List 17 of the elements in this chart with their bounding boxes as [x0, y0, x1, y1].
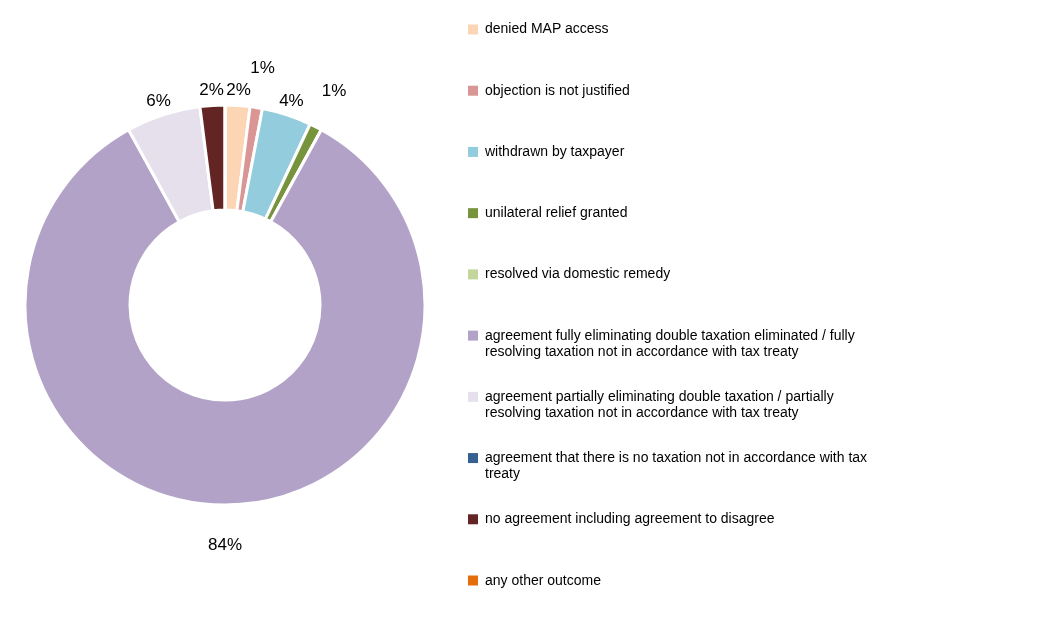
legend-label: unilateral relief granted — [485, 204, 628, 221]
data-label: 84% — [207, 535, 243, 554]
data-label: 1% — [321, 81, 347, 101]
legend-label: agreement fully eliminating double taxation eliminated / fully resolving taxation not in accordance with tax treaty — [485, 326, 855, 359]
legend-label: agreement partially eliminating double taxation / partially resolving taxation not in accordance with tax treaty — [485, 387, 834, 420]
data-label: 2% — [226, 80, 251, 100]
legend-label: any other outcome — [485, 571, 602, 588]
legend-label: agreement that there is no taxation not in accordance with tax treaty — [485, 449, 868, 482]
data-label: 2% — [199, 80, 224, 100]
data-label: 6% — [146, 90, 171, 110]
data-label: 1% — [250, 57, 275, 77]
legend-label: denied MAP access — [485, 20, 609, 37]
legend-label: objection is not justified — [485, 81, 630, 98]
legend-label: resolved via domestic remedy — [485, 265, 671, 282]
data-label: 4% — [279, 90, 304, 110]
legend-label: no agreement including agreement to disagree — [485, 510, 775, 527]
legend-label: withdrawn by taxpayer — [484, 142, 625, 159]
